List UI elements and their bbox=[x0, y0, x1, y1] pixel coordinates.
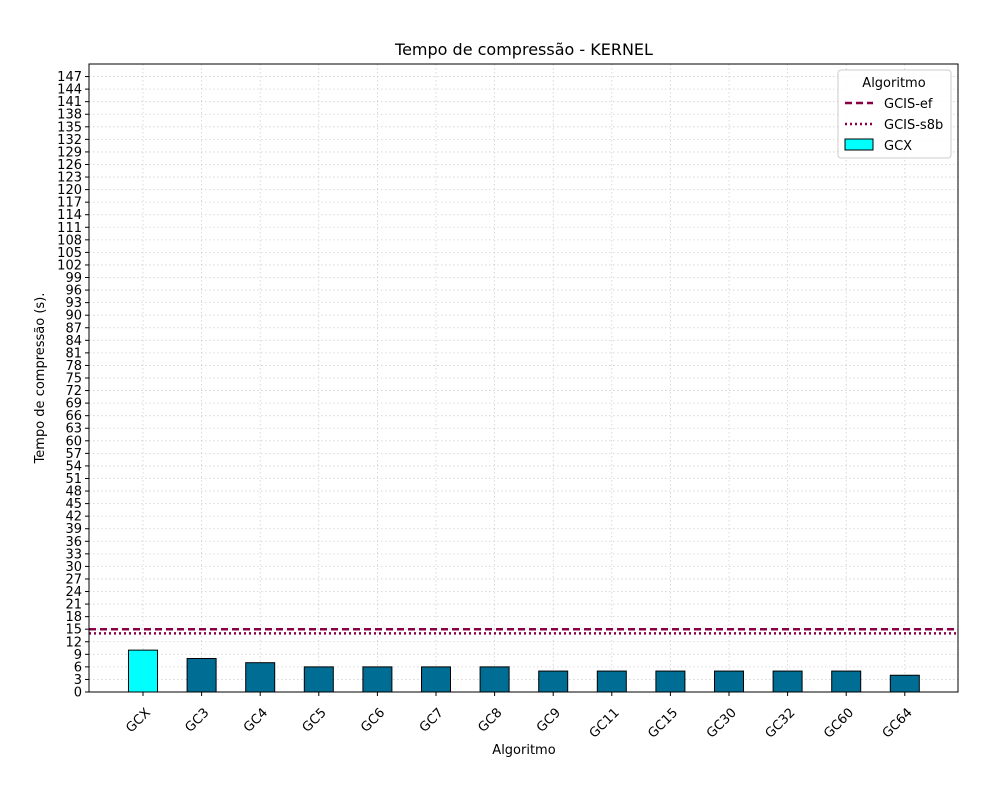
x-tick-label: GC30 bbox=[704, 706, 740, 742]
y-tick-label: 72 bbox=[65, 384, 82, 399]
bar-gc60 bbox=[831, 670, 862, 693]
y-tick-label: 114 bbox=[57, 208, 82, 223]
y-tick-label: 27 bbox=[65, 572, 82, 587]
legend: Algoritmo GCIS-ef GCIS-s8b GCX bbox=[837, 69, 952, 159]
y-tick-label: 18 bbox=[65, 610, 82, 625]
y-tick-label: 123 bbox=[57, 171, 82, 186]
y-tick-label: 9 bbox=[74, 648, 82, 663]
y-axis-ticks: 0369121518212427303336394245485154576063… bbox=[57, 70, 89, 701]
y-tick-label: 99 bbox=[65, 271, 82, 286]
y-tick-label: 132 bbox=[57, 133, 82, 148]
y-tick-label: 138 bbox=[57, 108, 82, 123]
bar-gc6 bbox=[362, 666, 393, 693]
grid bbox=[89, 64, 958, 693]
y-tick-label: 54 bbox=[65, 459, 82, 474]
y-tick-label: 129 bbox=[57, 145, 82, 160]
bar-gc32 bbox=[772, 670, 803, 693]
y-tick-label: 126 bbox=[57, 158, 82, 173]
chart-title: Tempo de compressão - KERNEL bbox=[394, 40, 653, 59]
y-tick-label: 3 bbox=[74, 673, 82, 688]
x-tick-label: GC7 bbox=[417, 706, 447, 736]
y-tick-label: 30 bbox=[65, 560, 82, 575]
reference-lines bbox=[89, 627, 958, 635]
legend-title: Algoritmo bbox=[862, 76, 925, 91]
x-tick-label: GC15 bbox=[645, 706, 681, 742]
y-tick-label: 105 bbox=[57, 246, 82, 261]
y-tick-label: 69 bbox=[65, 397, 82, 412]
bar-gc9 bbox=[538, 670, 569, 693]
y-tick-label: 39 bbox=[65, 522, 82, 537]
y-tick-label: 108 bbox=[57, 233, 82, 248]
x-axis-ticks: GCX GC3 GC4 GC5 GC6 GC7 GC8 GC9 GC11 GC15 GC30 GC32… bbox=[123, 692, 916, 742]
y-tick-label: 63 bbox=[65, 422, 82, 437]
y-tick-label: 12 bbox=[65, 635, 82, 650]
bar-gcx bbox=[128, 649, 158, 693]
bar-gc15 bbox=[655, 670, 686, 693]
bar-gc7 bbox=[421, 666, 451, 693]
y-tick-label: 87 bbox=[65, 321, 82, 336]
bar-gc64 bbox=[889, 674, 920, 693]
plot-frame bbox=[88, 63, 959, 693]
bars bbox=[128, 649, 920, 693]
y-tick-label: 21 bbox=[65, 598, 82, 613]
x-tick-label: GC60 bbox=[821, 706, 857, 742]
x-tick-label: GC3 bbox=[182, 706, 212, 736]
y-tick-label: 75 bbox=[65, 372, 82, 387]
x-tick-label: GC9 bbox=[534, 706, 564, 736]
x-tick-label: GC5 bbox=[300, 706, 330, 736]
x-tick-label: GC64 bbox=[880, 706, 916, 742]
y-tick-label: 42 bbox=[65, 510, 82, 525]
y-tick-label: 111 bbox=[57, 221, 82, 236]
x-tick-label: GC11 bbox=[587, 706, 623, 742]
y-tick-label: 6 bbox=[74, 660, 82, 675]
x-tick-label: GC6 bbox=[358, 706, 388, 736]
x-tick-label: GC32 bbox=[763, 706, 799, 742]
y-tick-label: 135 bbox=[57, 120, 82, 135]
y-tick-label: 147 bbox=[57, 70, 82, 85]
bar-gc11 bbox=[596, 670, 627, 693]
y-tick-label: 45 bbox=[65, 497, 82, 512]
x-tick-label: GC8 bbox=[475, 706, 505, 736]
y-tick-label: 60 bbox=[65, 434, 82, 449]
y-tick-label: 96 bbox=[65, 284, 82, 299]
y-tick-label: 117 bbox=[57, 196, 82, 211]
bar-gc3 bbox=[186, 658, 217, 693]
legend-box bbox=[837, 69, 952, 159]
legend-label-gcx: GCX bbox=[884, 139, 912, 154]
bar-gc30 bbox=[714, 670, 744, 693]
y-tick-label: 57 bbox=[65, 447, 82, 462]
y-tick-label: 141 bbox=[57, 95, 82, 110]
y-tick-label: 102 bbox=[57, 258, 82, 273]
x-tick-label: GC4 bbox=[241, 706, 271, 736]
y-tick-label: 24 bbox=[65, 585, 82, 600]
y-tick-label: 36 bbox=[65, 535, 82, 550]
bar-gc5 bbox=[303, 666, 334, 693]
legend-label-gcis-ef: GCIS-ef bbox=[884, 97, 933, 112]
y-tick-label: 120 bbox=[57, 183, 82, 198]
y-tick-label: 0 bbox=[74, 686, 82, 701]
y-tick-label: 51 bbox=[65, 472, 82, 487]
y-tick-label: 33 bbox=[65, 547, 82, 562]
x-axis-label: Algoritmo bbox=[492, 743, 555, 758]
y-tick-label: 93 bbox=[65, 296, 82, 311]
bar-gc8 bbox=[479, 666, 510, 693]
y-tick-label: 90 bbox=[65, 309, 82, 324]
y-tick-label: 144 bbox=[57, 83, 82, 98]
y-tick-label: 15 bbox=[65, 623, 82, 638]
x-tick-label: GCX bbox=[123, 705, 154, 736]
y-tick-label: 48 bbox=[65, 485, 82, 500]
legend-label-gcis-s8b: GCIS-s8b bbox=[884, 118, 943, 133]
y-axis-label: Tempo de compressão (s). bbox=[33, 293, 48, 465]
y-tick-label: 84 bbox=[65, 334, 82, 349]
y-tick-label: 78 bbox=[65, 359, 82, 374]
legend-swatch-gcx bbox=[844, 138, 874, 151]
y-tick-label: 81 bbox=[65, 346, 82, 361]
bar-gc4 bbox=[245, 662, 276, 693]
y-tick-label: 66 bbox=[65, 409, 82, 424]
